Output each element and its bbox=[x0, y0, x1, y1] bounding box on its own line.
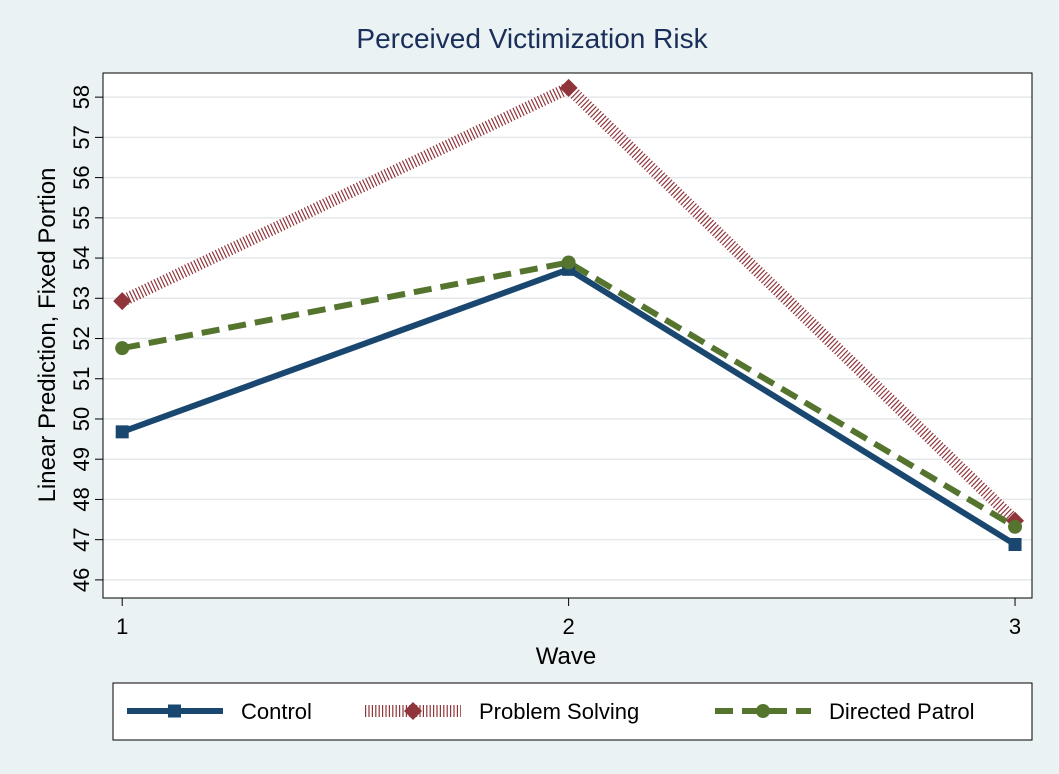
plot-frame bbox=[102, 72, 1033, 599]
y-tick-label: 47 bbox=[69, 527, 94, 551]
legend-marker bbox=[756, 704, 770, 718]
y-tick-label: 46 bbox=[69, 568, 94, 592]
y-tick-label: 53 bbox=[69, 286, 94, 310]
marker bbox=[115, 341, 130, 356]
legend-label: Directed Patrol bbox=[829, 699, 975, 724]
marker bbox=[559, 78, 578, 97]
chart-title: Perceived Victimization Risk bbox=[356, 23, 708, 54]
legend-box bbox=[112, 682, 1033, 741]
marker bbox=[115, 425, 129, 439]
legend-label: Control bbox=[241, 699, 312, 724]
marker bbox=[1008, 519, 1023, 534]
y-tick-label: 48 bbox=[69, 487, 94, 511]
y-axis-label: Linear Prediction, Fixed Portion bbox=[34, 168, 61, 503]
plot-area bbox=[102, 72, 1033, 599]
marker bbox=[1008, 537, 1022, 551]
y-tick-label: 49 bbox=[69, 447, 94, 471]
marker bbox=[561, 255, 576, 270]
x-tick-label: 2 bbox=[562, 614, 574, 639]
legend-marker bbox=[404, 702, 422, 720]
y-tick-label: 54 bbox=[69, 246, 94, 270]
legend-marker bbox=[168, 704, 181, 718]
legend-label: Problem Solving bbox=[479, 699, 639, 724]
y-tick-label: 57 bbox=[69, 125, 94, 149]
y-tick-label: 52 bbox=[69, 326, 94, 350]
y-tick-label: 56 bbox=[69, 165, 94, 189]
y-tick-label: 55 bbox=[69, 206, 94, 230]
y-tick-label: 51 bbox=[69, 367, 94, 391]
x-tick-label: 1 bbox=[116, 614, 128, 639]
x-axis-label: Wave bbox=[536, 643, 596, 670]
y-tick-label: 58 bbox=[69, 85, 94, 109]
series-line bbox=[121, 259, 1017, 530]
marker bbox=[113, 292, 132, 311]
y-tick-label: 50 bbox=[69, 407, 94, 431]
x-tick-label: 3 bbox=[1009, 614, 1021, 639]
